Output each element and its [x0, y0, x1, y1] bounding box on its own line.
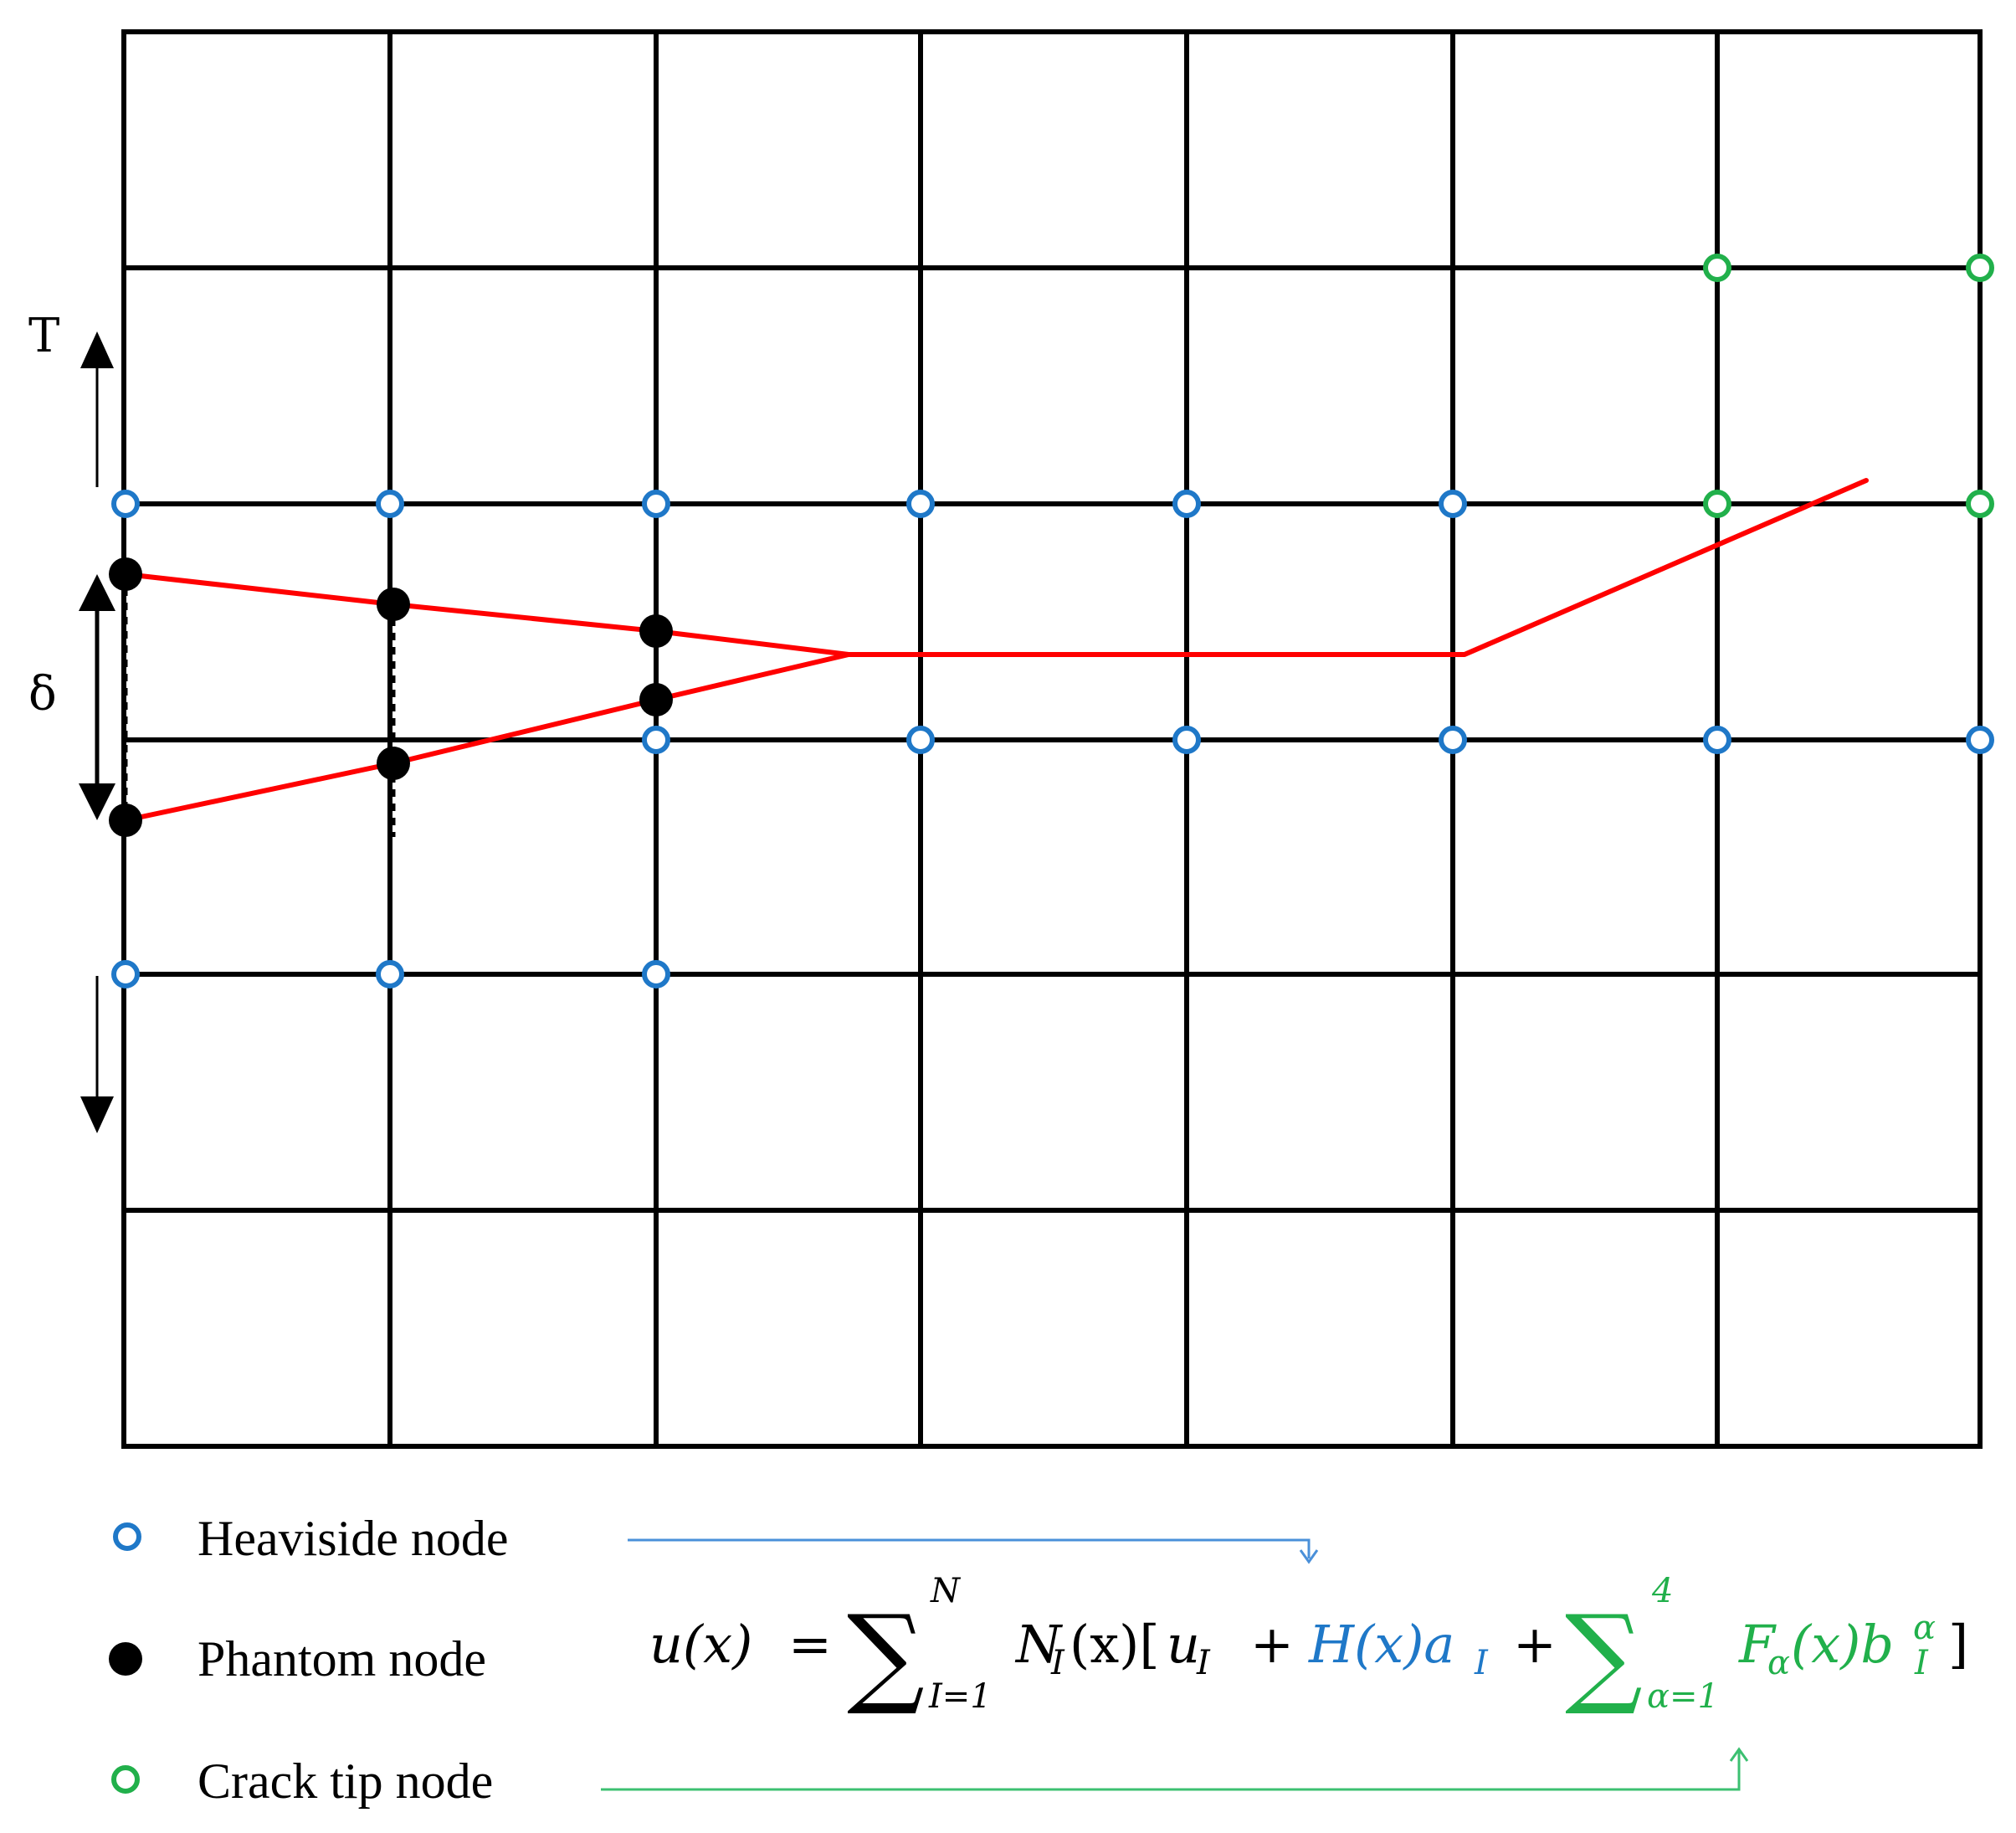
legend-crack-tip-icon: [111, 1765, 140, 1794]
eq-lhs: u(x): [649, 1614, 752, 1675]
heaviside-node: [1172, 490, 1201, 518]
eq-u: u: [1167, 1614, 1200, 1675]
phantom-node: [377, 747, 410, 780]
eq-u-sub: I: [1196, 1644, 1211, 1682]
arrowhead-down-icon: [80, 1096, 114, 1133]
eq-heaviside-sub: I: [1474, 1644, 1489, 1682]
heaviside-connector: [628, 1538, 1311, 1558]
eq-close: ]: [1948, 1614, 1968, 1675]
eq-shape-sub: I: [1050, 1644, 1065, 1682]
crack-tip-node: [1966, 254, 1994, 282]
heaviside-node: [642, 960, 670, 988]
crack-tip-node: [1966, 490, 1994, 518]
arrowhead-up-icon: [80, 331, 114, 368]
legend-heaviside-icon: [113, 1522, 141, 1551]
eq-enrich-sub: α: [1767, 1644, 1790, 1682]
heaviside-node: [1703, 726, 1731, 754]
arrowhead-down-icon: [79, 783, 115, 820]
heaviside-node: [376, 960, 404, 988]
eq-shape-arg: (x)[: [1070, 1614, 1160, 1675]
traction-label: T: [28, 309, 59, 363]
eq-enrich-term: F: [1738, 1614, 1777, 1675]
heaviside-node: [642, 726, 670, 754]
eq-plus2: +: [1513, 1614, 1557, 1675]
heaviside-node: [111, 960, 140, 988]
heaviside-node: [1966, 726, 1994, 754]
eq-sum2-lower: α=1: [1647, 1677, 1719, 1716]
legend-heaviside-label: Heaviside node: [197, 1511, 509, 1566]
legend: Heaviside node Phantom node Crack tip no…: [109, 1511, 509, 1809]
heaviside-node: [642, 490, 670, 518]
phantom-node: [109, 557, 142, 591]
eq-sum2-upper: 4: [1651, 1572, 1673, 1610]
eq-sum-lower: I=1: [928, 1677, 992, 1716]
eq-enrich-b-sup: α: [1913, 1609, 1936, 1647]
legend-connectors: [601, 1538, 1749, 1791]
heaviside-node: [1439, 490, 1467, 518]
crack-path: [123, 478, 1869, 823]
phantom-connectors: [123, 574, 659, 837]
heaviside-node: [906, 490, 935, 518]
arrowhead-up-icon: [79, 574, 115, 611]
heaviside-node: [1172, 726, 1201, 754]
crack-tip-connector: [601, 1751, 1741, 1791]
eq-equals: =: [788, 1614, 832, 1675]
eq-plus: +: [1250, 1614, 1294, 1675]
eq-shape: N: [1014, 1614, 1064, 1675]
heaviside-nodes: [111, 490, 1994, 988]
eq-enrich-b-sub: I: [1914, 1644, 1929, 1682]
eq-sigma: ∑: [847, 1591, 925, 1718]
eq-sum-upper: N: [930, 1572, 962, 1610]
crack-tip-node: [1703, 254, 1731, 282]
heaviside-node: [1439, 726, 1467, 754]
phantom-node: [377, 588, 410, 621]
eq-sigma2: ∑: [1565, 1591, 1643, 1718]
phantom-node: [109, 804, 142, 837]
mesh-grid: [121, 29, 1983, 1449]
legend-phantom-icon: [109, 1642, 142, 1676]
crack-tip-nodes: [1703, 254, 1994, 518]
phantom-node: [639, 614, 673, 648]
heaviside-node: [906, 726, 935, 754]
legend-phantom-label: Phantom node: [197, 1631, 486, 1687]
legend-crack-tip-label: Crack tip node: [197, 1753, 493, 1809]
xfem-equation: u(x) = ∑ N I=1 N I (x)[ u I + H(x)a I + …: [649, 1572, 1968, 1718]
separation-label: δ: [28, 667, 57, 721]
heaviside-node: [376, 490, 404, 518]
phantom-node: [639, 683, 673, 716]
separation-arrow: [79, 574, 115, 820]
crack-tip-node: [1703, 490, 1731, 518]
phantom-nodes: [109, 557, 673, 837]
heaviside-node: [111, 490, 140, 518]
eq-heaviside-term: H(x)a: [1308, 1614, 1454, 1675]
eq-enrich-mid: (x)b: [1791, 1614, 1894, 1675]
traction-arrows: [80, 331, 114, 1133]
